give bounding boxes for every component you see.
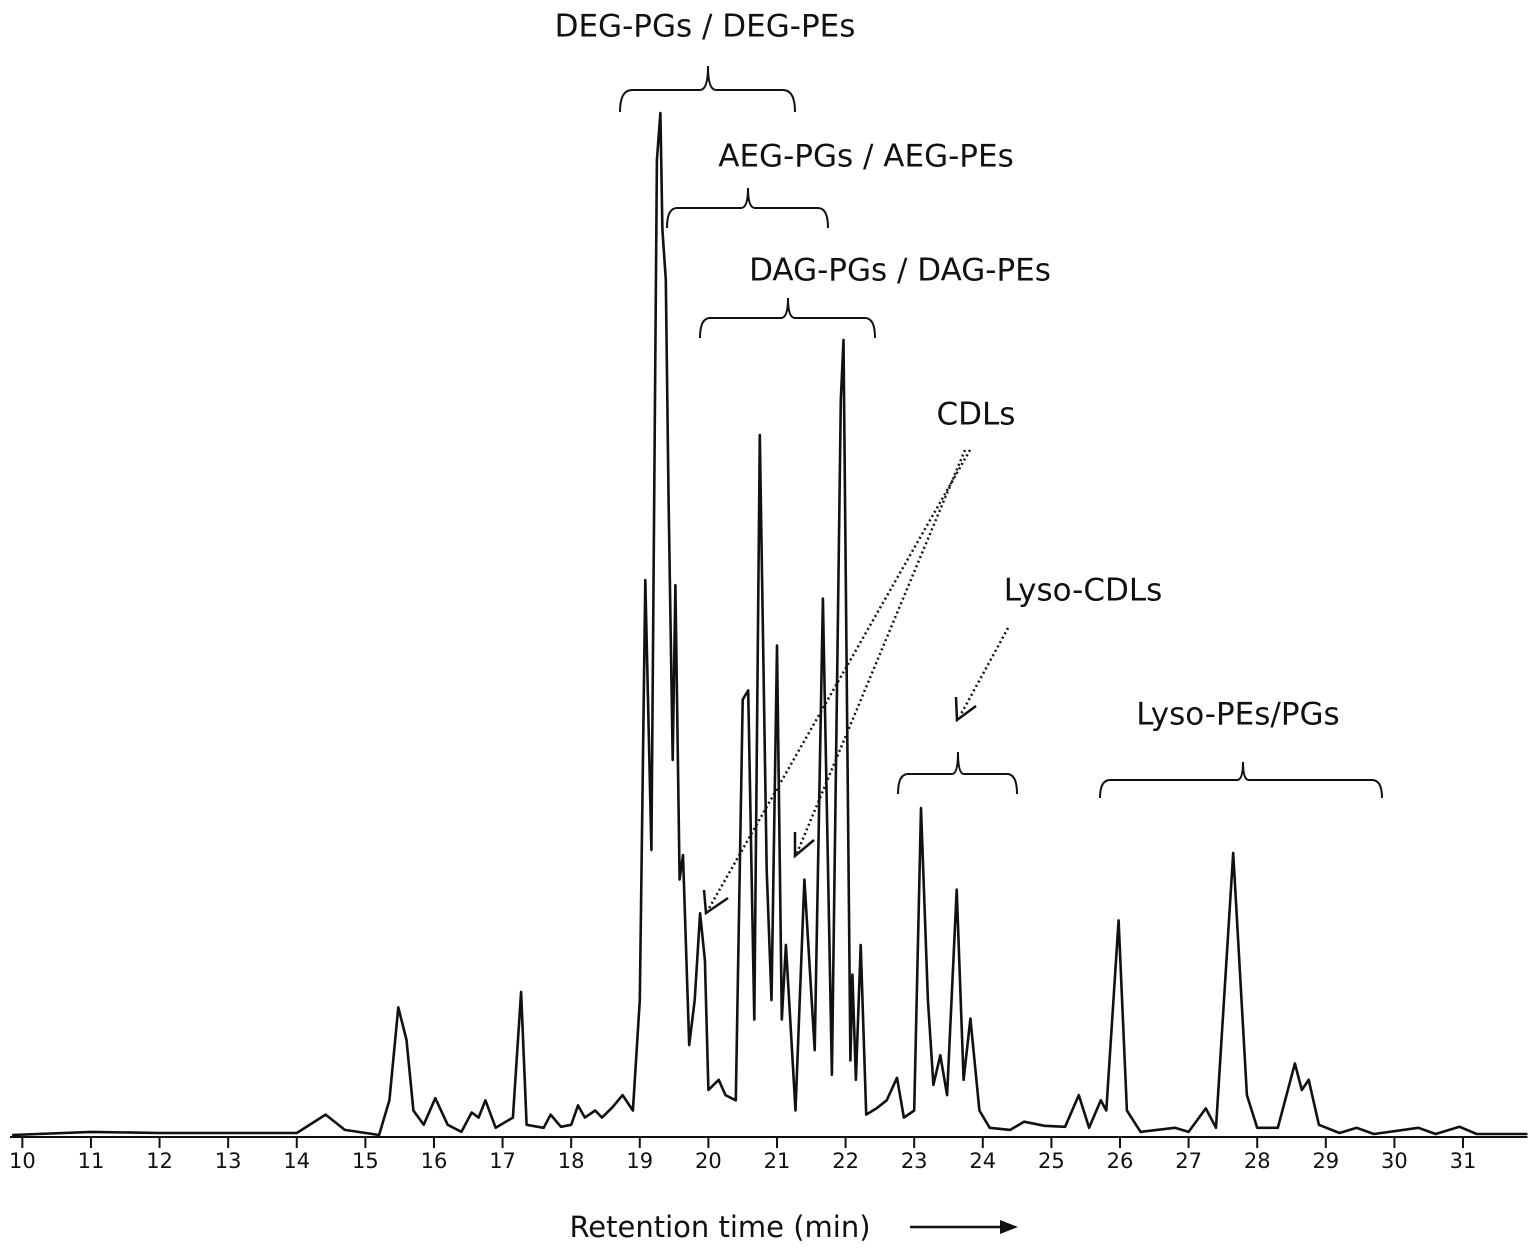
- annotations: DEG-PGs / DEG-PEs AEG-PGs / AEG-PEs DAG-…: [555, 9, 1383, 916]
- bracket: [699, 297, 876, 339]
- x-tick-label: 23: [901, 1149, 928, 1173]
- annotation: AEG-PGs / AEG-PEs: [718, 139, 1013, 175]
- bracket: [1099, 761, 1383, 799]
- annotation: DAG-PGs / DAG-PEs: [749, 253, 1051, 289]
- annotation: CDLs: [937, 397, 1016, 433]
- x-tick-label: 16: [421, 1149, 448, 1173]
- arrow-head: [954, 696, 977, 723]
- annotation: Lyso-PEs/PGs: [1136, 697, 1339, 733]
- x-tick-label: 29: [1312, 1149, 1339, 1173]
- x-tick-label: 17: [489, 1149, 516, 1173]
- x-tick-label: 11: [78, 1149, 105, 1173]
- annotation: DEG-PGs / DEG-PEs: [555, 9, 856, 45]
- x-tick-label: 10: [9, 1149, 36, 1173]
- x-tick-label: 24: [969, 1149, 996, 1173]
- x-axis-label: Retention time (min): [569, 1210, 870, 1244]
- x-tick-label: 28: [1244, 1149, 1271, 1173]
- x-tick-label: 26: [1107, 1149, 1134, 1173]
- x-tick-label: 15: [352, 1149, 379, 1173]
- trace: [12, 111, 1528, 1137]
- bracket: [897, 751, 1018, 795]
- arrow-head: [702, 889, 729, 916]
- x-tick-label: 27: [1175, 1149, 1202, 1173]
- x-tick-label: 13: [215, 1149, 242, 1173]
- x-tick-label: 19: [626, 1149, 653, 1173]
- arrow-head: [793, 832, 815, 859]
- x-tick-label: 20: [695, 1149, 722, 1173]
- bracket: [666, 187, 829, 229]
- x-tick-label: 25: [1038, 1149, 1065, 1173]
- x-tick-label: 22: [832, 1149, 859, 1173]
- x-tick-label: 30: [1381, 1149, 1408, 1173]
- axis-arrow-head: [1000, 1220, 1018, 1234]
- annotation: Lyso-CDLs: [1004, 573, 1163, 609]
- arrow: [958, 627, 1010, 717]
- x-tick-label: 14: [283, 1149, 310, 1173]
- x-tick-label: 12: [146, 1149, 173, 1173]
- bracket: [619, 65, 796, 113]
- x-tick-label: 21: [764, 1149, 791, 1173]
- x-tick-label: 31: [1450, 1149, 1477, 1173]
- x-tick-label: 18: [558, 1149, 585, 1173]
